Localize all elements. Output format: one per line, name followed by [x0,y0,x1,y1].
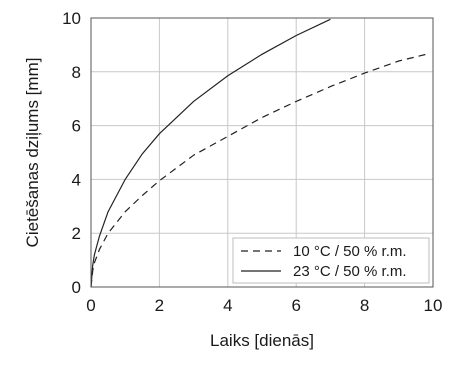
legend-label-2: 23 °C / 50 % r.m. [293,263,407,280]
x-tick-label: 0 [86,296,95,315]
legend-box [232,237,430,284]
y-tick-label: 4 [72,170,81,189]
y-axis-title: Cietēšanas dziļums [mm] [23,58,42,248]
plot-area-frame [90,17,434,288]
x-tick-label: 8 [360,296,369,315]
y-tick-label: 0 [72,278,81,297]
x-tick-label: 10 [424,296,443,315]
x-tick-label: 6 [291,296,300,315]
y-tick-label: 2 [72,224,81,243]
legend: 10 °C / 50 % r.m. 23 °C / 50 % r.m. [232,237,430,284]
axis-ticks: 0 2 4 6 8 10 0 2 4 6 8 10 [62,9,442,315]
series-line-2 [90,18,331,288]
series-lines [90,18,427,288]
y-tick-label: 8 [72,63,81,82]
x-tick-label: 4 [223,296,232,315]
x-axis-title: Laiks [dienās] [210,331,314,350]
y-tick-label: 10 [62,9,81,28]
legend-label-1: 10 °C / 50 % r.m. [293,243,407,260]
y-tick-label: 6 [72,117,81,136]
x-tick-label: 2 [155,296,164,315]
